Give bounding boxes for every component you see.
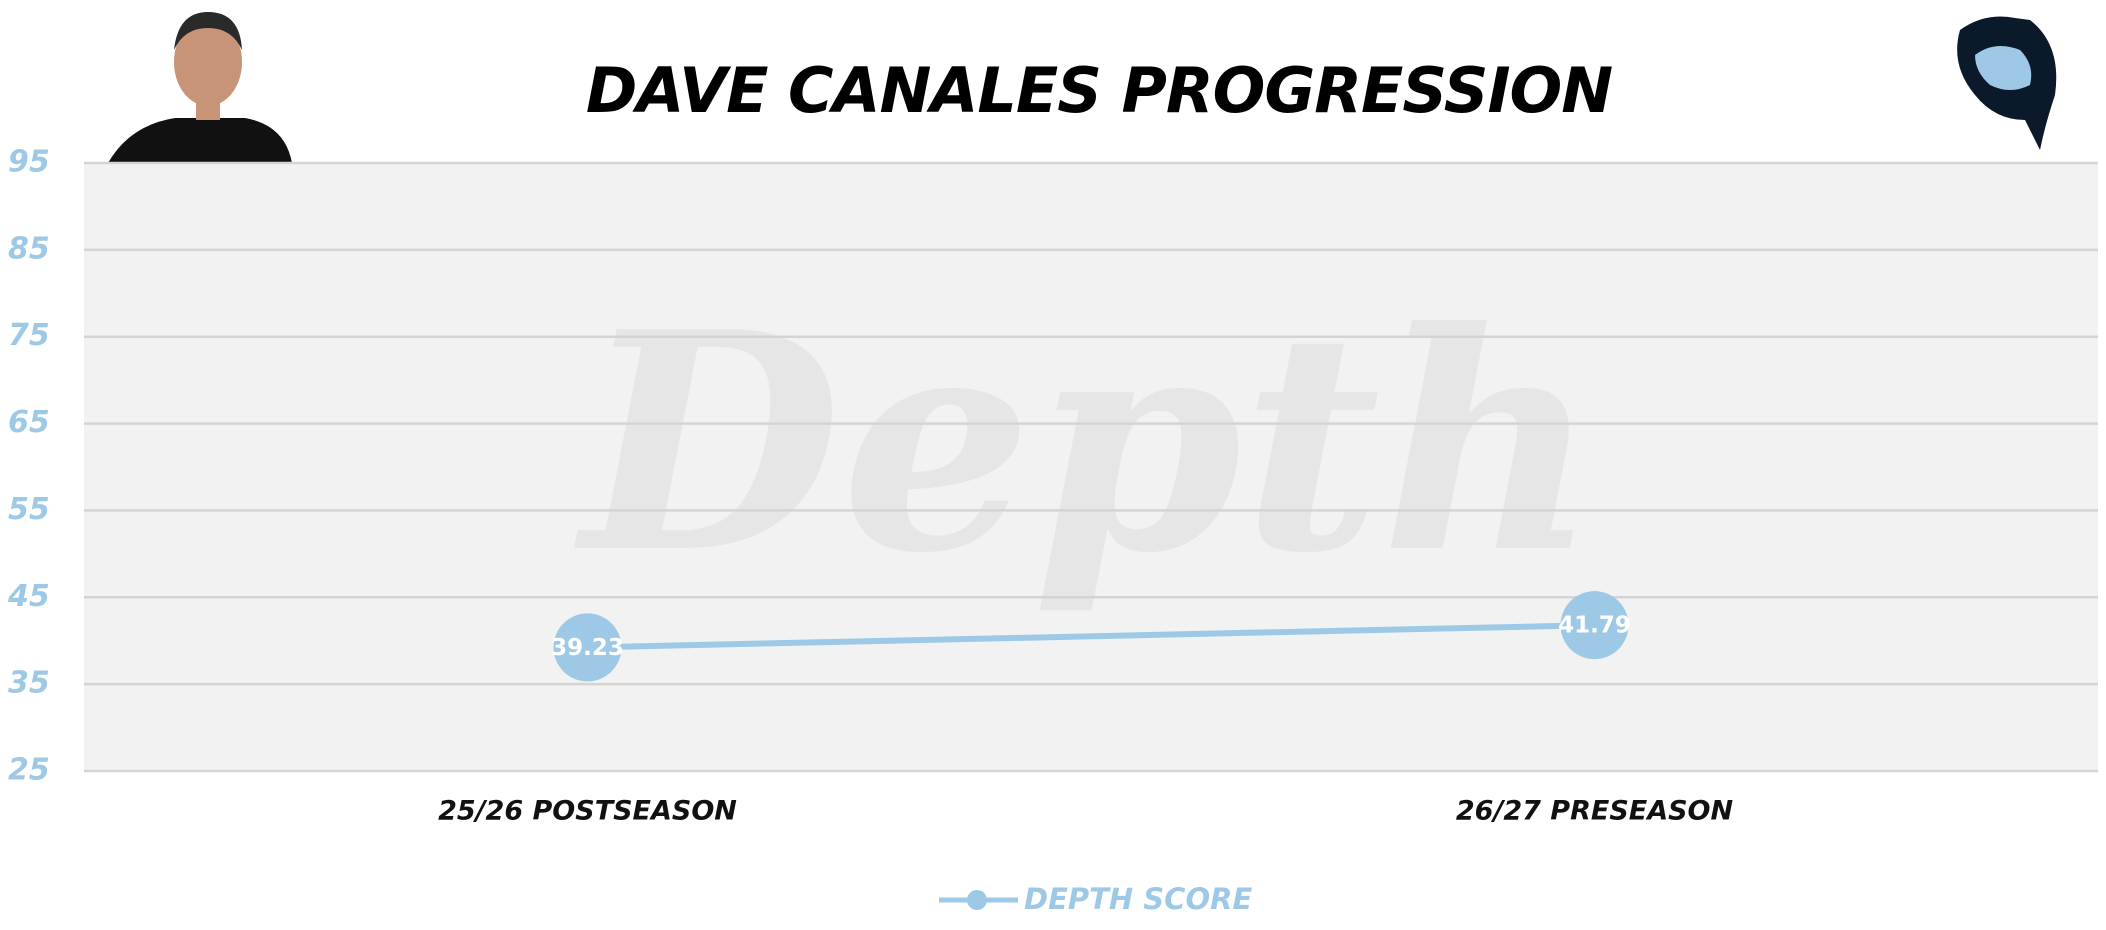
y-tick-label: 75	[8, 318, 50, 353]
legend: DEPTH SCORE	[939, 882, 1252, 916]
team-logo	[1957, 16, 2057, 150]
series-line	[587, 622, 1595, 651]
data-point	[553, 613, 622, 682]
data-label: 41.79	[1558, 613, 1631, 639]
y-tick-label: 45	[7, 579, 50, 614]
chart-title: DAVE CANALES PROGRESSION	[586, 54, 1612, 127]
coach-photo	[108, 12, 292, 163]
x-tick-label: 26/27 PRESEASON	[1456, 796, 1734, 827]
y-tick-label: 65	[8, 405, 50, 440]
y-tick-label: 85	[8, 231, 50, 266]
y-tick-label: 95	[8, 145, 50, 180]
data-point	[1560, 591, 1629, 660]
data-label: 39.23	[551, 635, 624, 661]
legend-label: DEPTH SCORE	[1024, 882, 1252, 916]
plot-background	[84, 163, 2098, 771]
watermark: Depth	[572, 266, 1599, 619]
y-tick-label: 55	[8, 492, 50, 527]
y-tick-label: 35	[8, 666, 50, 701]
y-tick-label: 25	[8, 753, 50, 788]
x-tick-label: 25/26 POSTSEASON	[438, 796, 737, 827]
legend-marker	[967, 890, 987, 910]
